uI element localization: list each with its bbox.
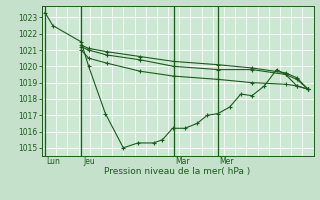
Text: Mer: Mer	[220, 158, 234, 166]
Text: Lun: Lun	[47, 158, 60, 166]
Text: Jeu: Jeu	[83, 158, 95, 166]
Text: Mar: Mar	[175, 158, 190, 166]
X-axis label: Pression niveau de la mer( hPa ): Pression niveau de la mer( hPa )	[104, 167, 251, 176]
